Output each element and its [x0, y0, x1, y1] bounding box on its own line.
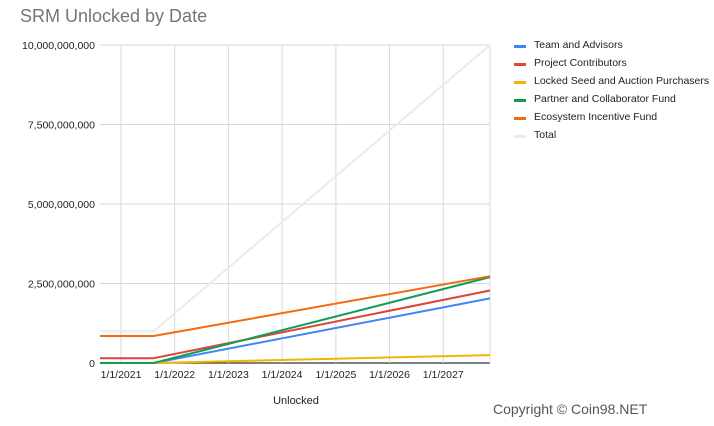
legend-label: Total: [534, 129, 557, 141]
legend-item: Ecosystem Incentive Fund: [514, 112, 710, 123]
series-line-ecosystem-incentive-fund: [100, 275, 491, 337]
y-tick-label: 2,500,000,000: [28, 279, 95, 291]
chart-legend: Team and Advisors Project Contributors Loc…: [514, 40, 710, 148]
legend-label: Ecosystem Incentive Fund: [534, 111, 658, 123]
x-tick-label: 1/1/2027: [423, 369, 464, 381]
x-tick-label: 1/1/2025: [315, 369, 356, 381]
series-line-partner-and-collaborator-fund: [100, 276, 491, 364]
series-line-project-contributors: [100, 289, 491, 360]
x-tick-label: 1/1/2021: [101, 369, 142, 381]
y-tick-label: 10,000,000,000: [22, 40, 95, 52]
legend-swatch: [514, 135, 526, 138]
x-tick-label: 1/1/2024: [262, 369, 303, 381]
legend-label: Team and Advisors: [534, 39, 623, 51]
series-line-total: [100, 44, 491, 333]
x-tick-label: 1/1/2026: [369, 369, 410, 381]
x-tick-label: 1/1/2023: [208, 369, 249, 381]
legend-item: Team and Advisors: [514, 40, 710, 51]
legend-label: Project Contributors: [534, 57, 627, 69]
legend-item: Project Contributors: [514, 58, 710, 69]
copyright-watermark: Copyright © Coin98.NET: [493, 401, 648, 417]
chart-title: SRM Unlocked by Date: [20, 6, 208, 26]
legend-item: Locked Seed and Auction Purchasers: [514, 76, 710, 87]
x-tick-label: 1/1/2022: [154, 369, 195, 381]
legend-label: Partner and Collaborator Fund: [534, 93, 676, 105]
y-tick-label: 5,000,000,000: [28, 199, 95, 211]
legend-item: Total: [514, 130, 710, 141]
legend-item: Partner and Collaborator Fund: [514, 94, 710, 105]
x-axis-label: Unlocked: [273, 395, 319, 407]
y-tick-label: 7,500,000,000: [28, 120, 95, 132]
legend-swatch: [514, 63, 526, 66]
legend-swatch: [514, 117, 526, 120]
legend-swatch: [514, 81, 526, 84]
y-tick-label: 0: [89, 358, 95, 370]
legend-label: Locked Seed and Auction Purchasers: [534, 75, 710, 87]
legend-swatch: [514, 99, 526, 102]
legend-swatch: [514, 45, 526, 48]
